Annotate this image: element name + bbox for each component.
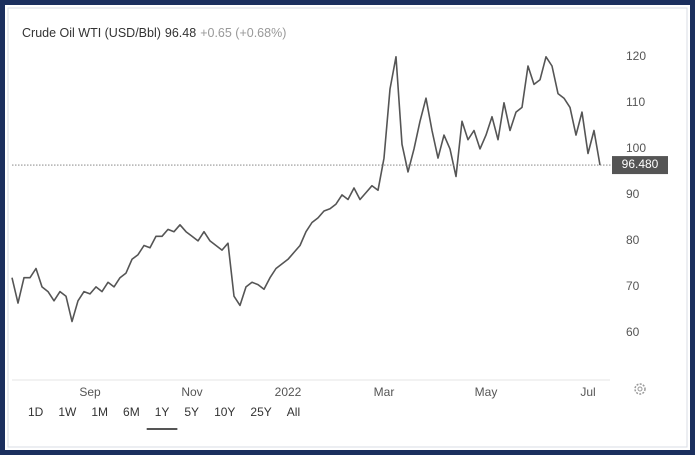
range-button[interactable]: 6M (123, 405, 140, 419)
change: +0.65 (+0.68%) (200, 26, 286, 40)
range-button[interactable]: 10Y (214, 405, 235, 419)
y-tick-label: 70 (626, 279, 640, 293)
inner-frame (7, 7, 688, 448)
gear-inner (637, 386, 643, 392)
x-tick-label: Jul (580, 385, 595, 399)
range-toolbar: 1D 1W 1M 6M 1Y 5Y 10Y 25Y All (28, 405, 300, 430)
gear-outer (634, 383, 646, 395)
price-tag-label: 96.480 (622, 157, 659, 171)
x-tick-label: Nov (181, 385, 202, 399)
y-tick-label: 120 (626, 49, 646, 63)
y-tick-label: 60 (626, 325, 640, 339)
range-button[interactable]: 25Y (250, 405, 271, 419)
x-tick-label: 2022 (275, 385, 302, 399)
range-button[interactable]: All (287, 405, 300, 419)
x-tick-label: Sep (79, 385, 101, 399)
y-tick-label: 100 (626, 141, 646, 155)
y-tick-label: 90 (626, 187, 640, 201)
range-button[interactable]: 1D (28, 405, 44, 419)
range-button[interactable]: 1W (58, 405, 77, 419)
price: 96.48 (165, 26, 196, 40)
x-tick-label: May (475, 385, 498, 399)
chart-header: Crude Oil WTI (USD/Bbl) 96.48 +0.65 (+0.68… (22, 26, 286, 40)
range-button[interactable]: 1Y (155, 405, 170, 419)
settings-icon[interactable] (634, 383, 646, 395)
y-tick-label: 80 (626, 233, 640, 247)
range-button[interactable]: 1M (91, 405, 108, 419)
price-line (11, 56, 601, 323)
x-tick-label: Mar (374, 385, 395, 399)
price-tag (612, 156, 668, 175)
chart-title: Crude Oil WTI (USD/Bbl) (22, 26, 161, 40)
range-button[interactable]: 5Y (184, 405, 199, 419)
y-tick-label: 110 (626, 95, 645, 109)
